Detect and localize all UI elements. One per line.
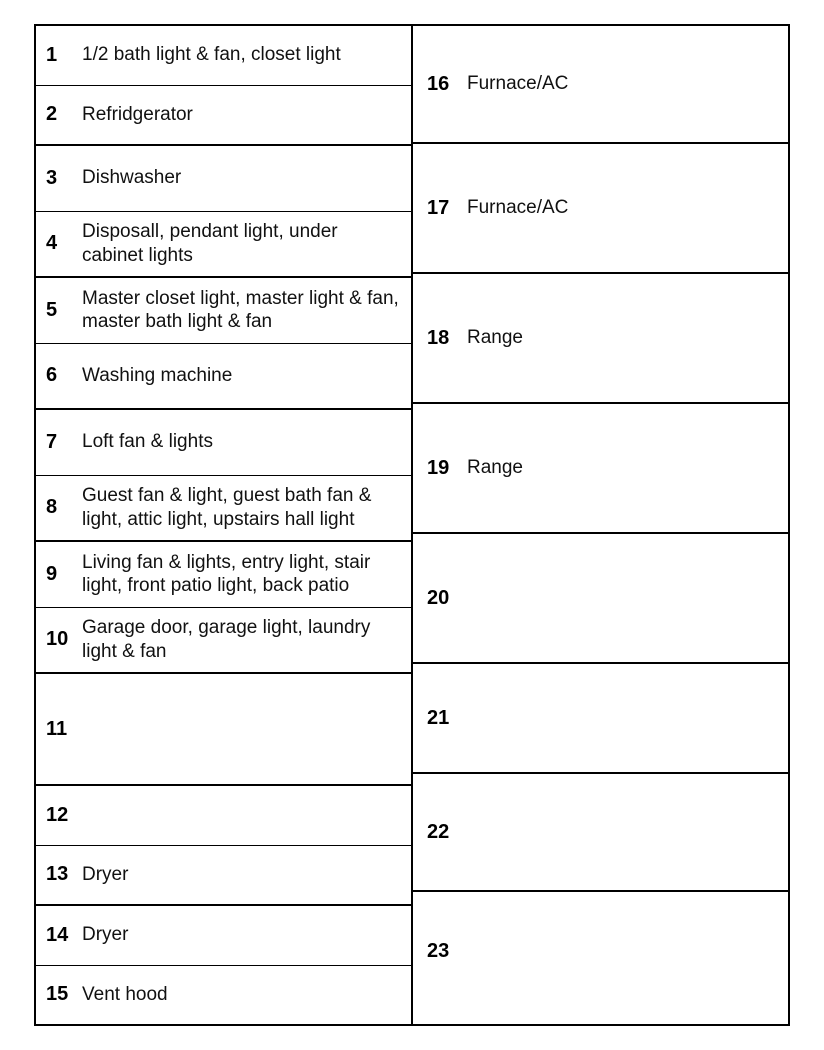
circuit-label: Refridgerator xyxy=(82,103,193,127)
table-row: 21 xyxy=(413,664,788,774)
group-1-2: 1 1/2 bath light & fan, closet light 2 R… xyxy=(36,26,411,146)
right-column: 16 Furnace/AC 17 Furnace/AC 18 Range 19 … xyxy=(413,26,788,1024)
circuit-label: Disposall, pendant light, under cabinet … xyxy=(82,220,401,268)
circuit-label: Furnace/AC xyxy=(467,196,568,220)
table-row: 7 Loft fan & lights xyxy=(36,410,411,475)
circuit-number: 20 xyxy=(427,587,467,610)
circuit-number: 19 xyxy=(427,457,467,480)
circuit-number: 6 xyxy=(46,364,82,387)
table-row: 2 Refridgerator xyxy=(36,85,411,145)
table-row: 1 1/2 bath light & fan, closet light xyxy=(36,26,411,85)
circuit-number: 3 xyxy=(46,167,82,190)
table-row: 22 xyxy=(413,774,788,892)
circuit-number: 4 xyxy=(46,232,82,255)
table-row: 12 xyxy=(36,786,411,845)
circuit-number: 13 xyxy=(46,863,82,886)
circuit-label: Living fan & lights, entry light, stair … xyxy=(82,551,401,599)
circuit-number: 1 xyxy=(46,44,82,67)
group-11: 11 xyxy=(36,674,411,786)
table-row: 6 Washing machine xyxy=(36,343,411,409)
circuit-number: 18 xyxy=(427,327,467,350)
circuit-label: Dryer xyxy=(82,923,128,947)
circuit-number: 22 xyxy=(427,821,467,844)
circuit-number: 5 xyxy=(46,299,82,322)
table-row: 3 Dishwasher xyxy=(36,146,411,211)
table-row: 18 Range xyxy=(413,274,788,404)
circuit-label: Dishwasher xyxy=(82,166,181,190)
circuit-label: Dryer xyxy=(82,863,128,887)
circuit-number: 14 xyxy=(46,924,82,947)
circuit-number: 7 xyxy=(46,431,82,454)
table-row: 9 Living fan & lights, entry light, stai… xyxy=(36,542,411,607)
group-9-10: 9 Living fan & lights, entry light, stai… xyxy=(36,542,411,674)
circuit-label: Range xyxy=(467,326,523,350)
table-row: 8 Guest fan & light, guest bath fan & li… xyxy=(36,475,411,541)
circuit-number: 21 xyxy=(427,707,467,730)
circuit-label: Garage door, garage light, laundry light… xyxy=(82,616,401,664)
table-row: 4 Disposall, pendant light, under cabine… xyxy=(36,211,411,277)
circuit-number: 9 xyxy=(46,563,82,586)
circuit-number: 2 xyxy=(46,103,82,126)
table-row: 23 xyxy=(413,892,788,1010)
table-row: 14 Dryer xyxy=(36,906,411,965)
group-3-4: 3 Dishwasher 4 Disposall, pendant light,… xyxy=(36,146,411,278)
circuit-label: Washing machine xyxy=(82,364,232,388)
circuit-label: 1/2 bath light & fan, closet light xyxy=(82,43,341,67)
circuit-label: Furnace/AC xyxy=(467,72,568,96)
table-row: 5 Master closet light, master light & fa… xyxy=(36,278,411,343)
table-row: 17 Furnace/AC xyxy=(413,144,788,274)
circuit-label: Guest fan & light, guest bath fan & ligh… xyxy=(82,484,401,532)
circuit-number: 15 xyxy=(46,983,82,1006)
group-7-8: 7 Loft fan & lights 8 Guest fan & light,… xyxy=(36,410,411,542)
circuit-number: 23 xyxy=(427,940,467,963)
circuit-label: Range xyxy=(467,456,523,480)
group-5-6: 5 Master closet light, master light & fa… xyxy=(36,278,411,410)
circuit-panel-table: 1 1/2 bath light & fan, closet light 2 R… xyxy=(34,24,790,1026)
table-row: 20 xyxy=(413,534,788,664)
circuit-number: 17 xyxy=(427,197,467,220)
table-row: 13 Dryer xyxy=(36,845,411,905)
left-column: 1 1/2 bath light & fan, closet light 2 R… xyxy=(36,26,413,1024)
circuit-number: 10 xyxy=(46,628,82,651)
table-row: 10 Garage door, garage light, laundry li… xyxy=(36,607,411,673)
circuit-label: Vent hood xyxy=(82,983,168,1007)
circuit-number: 8 xyxy=(46,496,82,519)
table-row: 15 Vent hood xyxy=(36,965,411,1025)
table-row: 19 Range xyxy=(413,404,788,534)
table-row: 16 Furnace/AC xyxy=(413,26,788,144)
circuit-number: 16 xyxy=(427,73,467,96)
circuit-number: 11 xyxy=(46,718,82,741)
circuit-number: 12 xyxy=(46,804,82,827)
circuit-label: Master closet light, master light & fan,… xyxy=(82,287,401,335)
table-row: 11 xyxy=(36,674,411,784)
group-14-15: 14 Dryer 15 Vent hood xyxy=(36,906,411,1024)
group-12-13: 12 13 Dryer xyxy=(36,786,411,906)
circuit-label: Loft fan & lights xyxy=(82,430,213,454)
